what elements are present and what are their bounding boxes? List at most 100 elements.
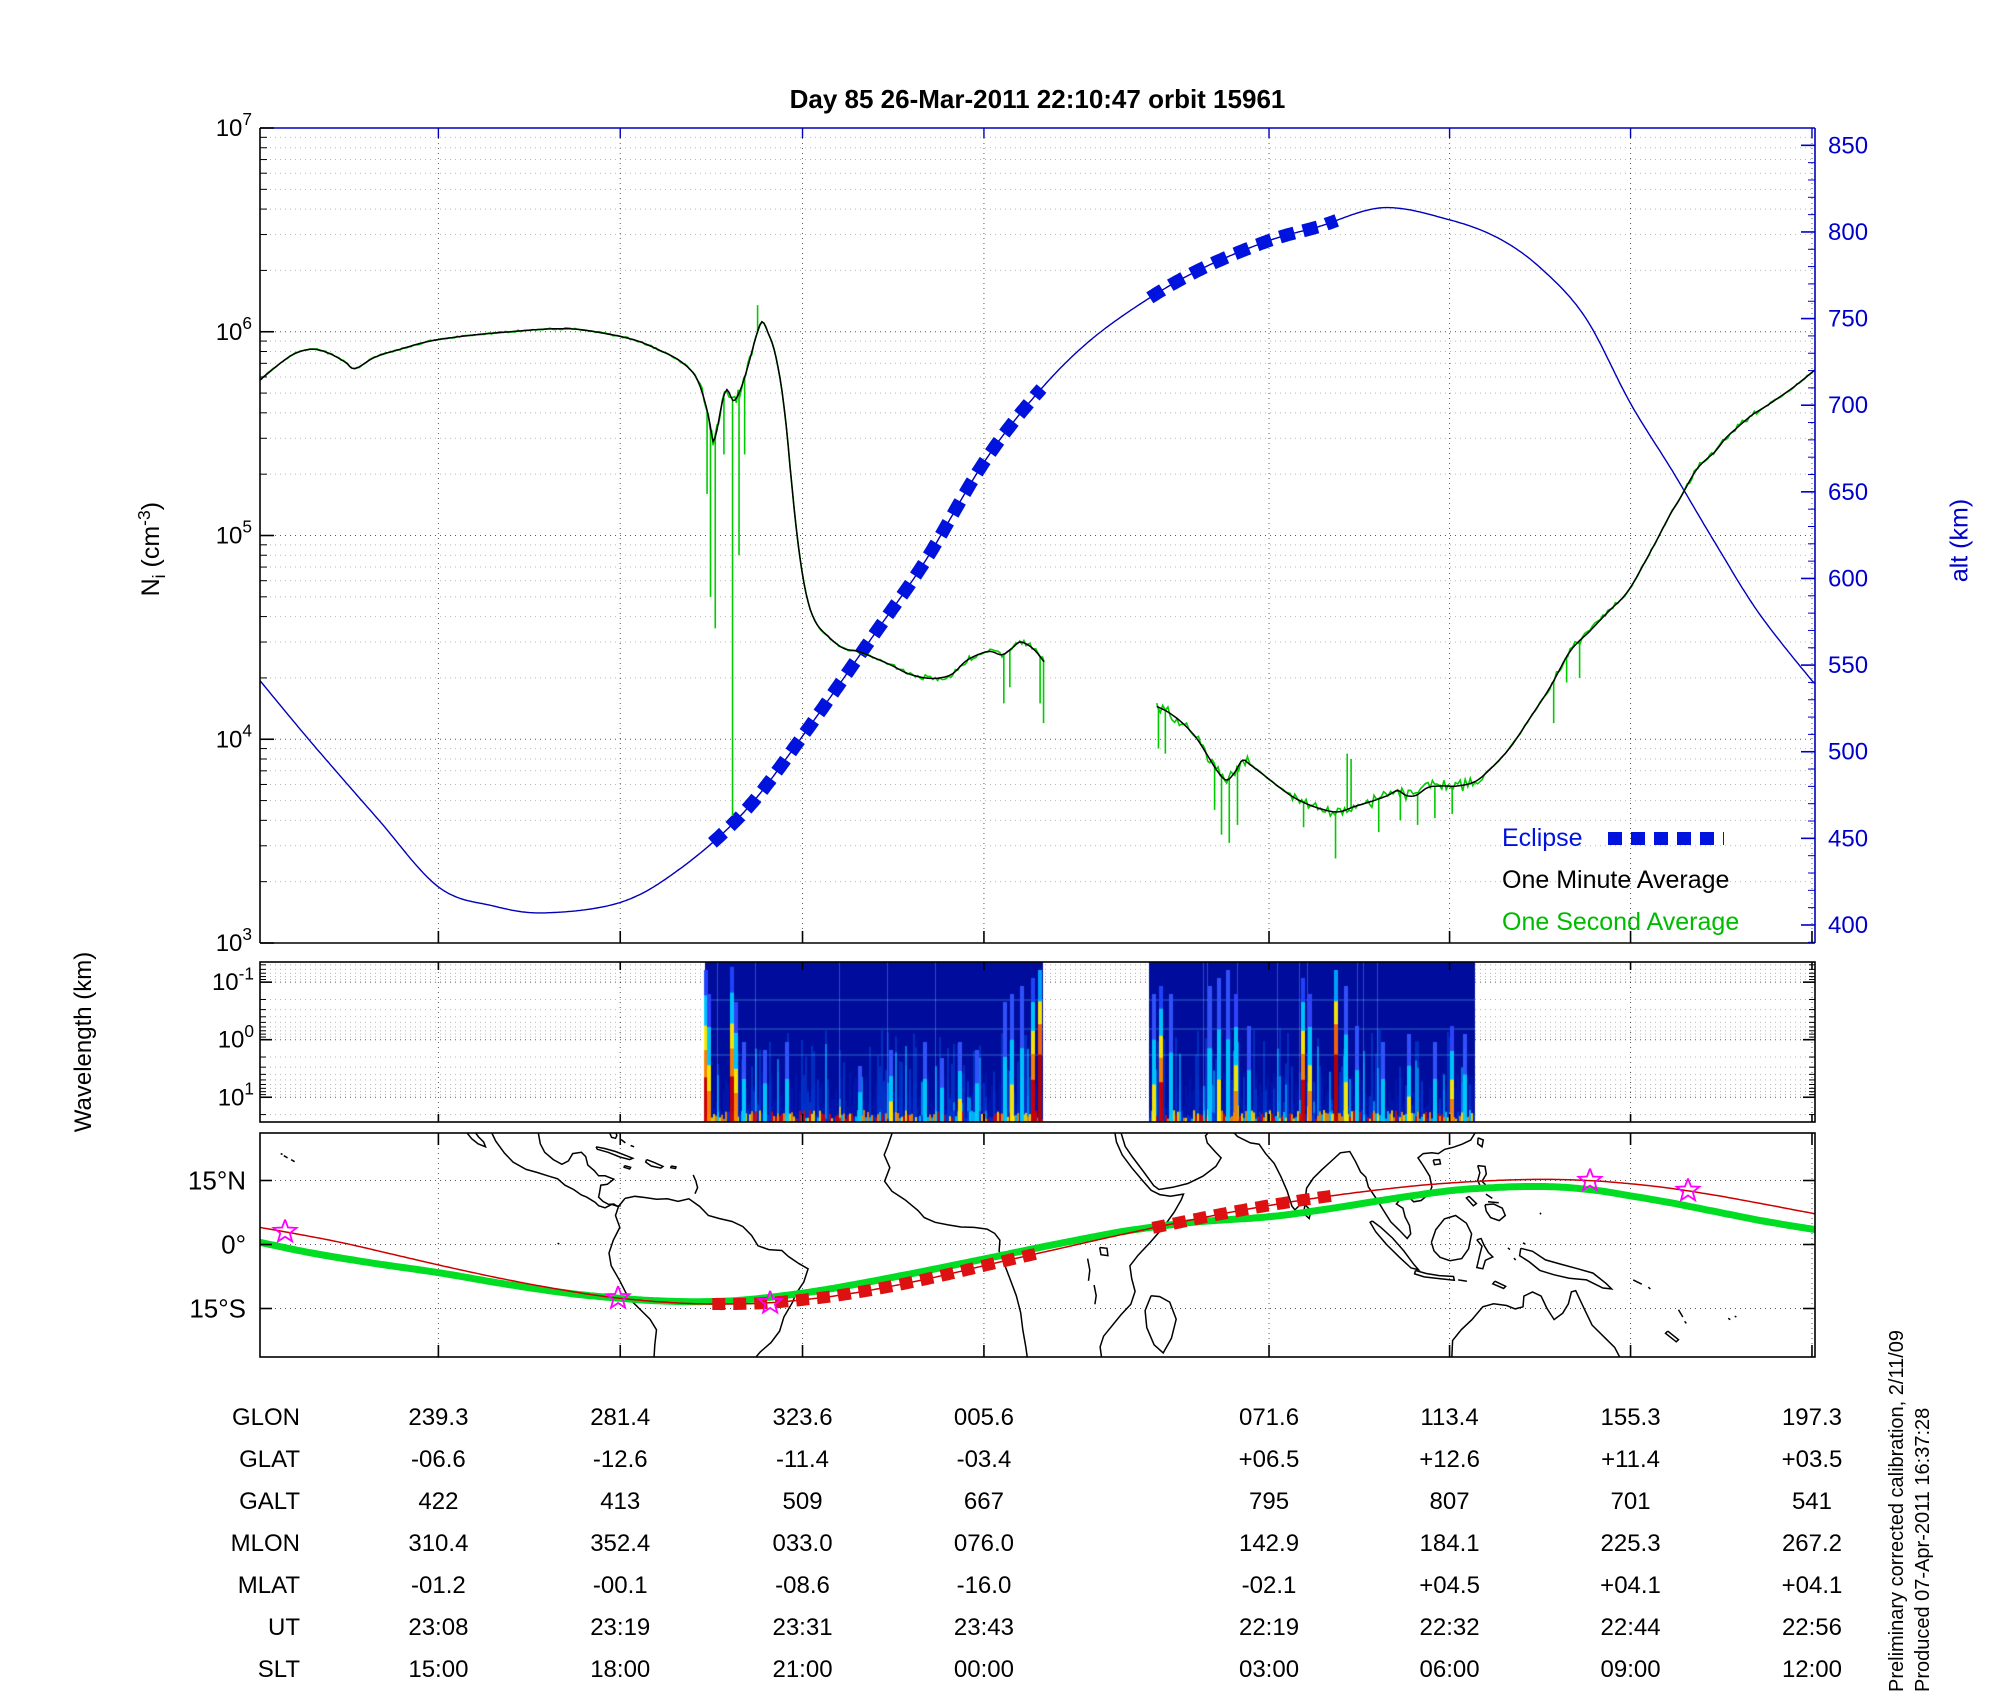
table-row-label-glat: GLAT	[239, 1446, 300, 1473]
legend-eclipse-label: Eclipse	[1502, 824, 1583, 852]
table-cell-ut-0: 23:08	[408, 1614, 469, 1641]
svg-text:101: 101	[218, 1078, 254, 1111]
table-cell-slt-5: 06:00	[1419, 1656, 1480, 1683]
svg-text:850: 850	[1828, 132, 1868, 159]
svg-text:103: 103	[216, 924, 252, 957]
table-cell-ut-2: 23:31	[772, 1614, 833, 1641]
table-cell-slt-3: 00:00	[953, 1656, 1014, 1683]
svg-text:450: 450	[1828, 825, 1868, 852]
table-cell-glat-0: -06.6	[411, 1446, 466, 1473]
svg-text:400: 400	[1828, 912, 1868, 939]
table-cell-galt-4: 795	[1248, 1488, 1290, 1515]
table-cell-slt-7: 12:00	[1781, 1656, 1842, 1683]
table-cell-slt-2: 21:00	[772, 1656, 833, 1683]
table-cell-mlon-7: 267.2	[1781, 1530, 1842, 1557]
table-row-label-slt: SLT	[257, 1656, 300, 1683]
table-row-label-mlon: MLON	[230, 1530, 300, 1557]
table-cell-mlat-3: -16.0	[956, 1572, 1012, 1599]
table-row-label-mlat: MLAT	[237, 1572, 300, 1599]
table-cell-ut-6: 22:44	[1600, 1614, 1661, 1641]
table-cell-ut-7: 22:56	[1781, 1614, 1842, 1641]
table-cell-glon-5: 113.4	[1420, 1404, 1479, 1431]
table-cell-mlon-0: 310.4	[408, 1530, 469, 1557]
svg-text:0°: 0°	[221, 1230, 246, 1260]
green-orbit-track	[260, 1183, 1815, 1306]
table-cell-mlat-4: -02.1	[1241, 1572, 1297, 1599]
density-altitude-plot	[260, 206, 1815, 914]
red-orbit-track	[260, 1178, 1815, 1305]
svg-text:10-1: 10-1	[212, 963, 254, 996]
table-cell-slt-1: 18:00	[590, 1656, 651, 1683]
table-cell-slt-4: 03:00	[1238, 1656, 1300, 1683]
table-cell-glon-7: 197.3	[1781, 1404, 1842, 1431]
table-cell-mlat-7: +04.1	[1781, 1572, 1843, 1599]
table-cell-galt-2: 509	[782, 1488, 823, 1515]
table-cell-galt-7: 541	[1791, 1488, 1832, 1515]
table-cell-glat-4: +06.5	[1238, 1446, 1300, 1473]
svg-text:600: 600	[1828, 565, 1868, 592]
svg-text:15°N: 15°N	[188, 1165, 246, 1195]
table-cell-glat-2: -11.4	[776, 1446, 829, 1473]
ground-track-map	[260, 1133, 1815, 1357]
table-cell-galt-1: 413	[600, 1488, 641, 1515]
spectrogram-frame	[259, 961, 1816, 1123]
table-cell-mlat-6: +04.1	[1600, 1572, 1661, 1599]
table-cell-glon-3: 005.6	[953, 1404, 1014, 1431]
page-title: Day 85 26-Mar-2011 22:10:47 orbit 15961	[789, 84, 1286, 114]
table-cell-ut-1: 23:19	[590, 1614, 651, 1641]
svg-text:800: 800	[1828, 219, 1868, 246]
table-cell-mlon-1: 352.4	[590, 1530, 651, 1557]
table-cell-slt-6: 09:00	[1600, 1656, 1661, 1683]
table-row-label-ut: UT	[268, 1614, 300, 1641]
svg-text:104: 104	[216, 720, 253, 753]
table-cell-galt-6: 701	[1610, 1488, 1651, 1515]
table-cell-ut-4: 22:19	[1238, 1614, 1300, 1641]
table-cell-mlat-5: +04.5	[1419, 1572, 1480, 1599]
table-row-label-galt: GALT	[239, 1488, 300, 1515]
table-cell-glon-2: 323.6	[772, 1404, 833, 1431]
svg-text:15°S: 15°S	[189, 1294, 246, 1324]
legend-one-second-label: One Second Average	[1502, 908, 1740, 936]
table-cell-glat-1: -12.6	[592, 1446, 648, 1473]
table-cell-mlat-1: -00.1	[592, 1572, 648, 1599]
table-cell-glon-1: 281.4	[590, 1404, 651, 1431]
table-cell-galt-3: 667	[963, 1488, 1004, 1515]
table-cell-mlon-3: 076.0	[953, 1530, 1014, 1557]
svg-text:107: 107	[216, 109, 252, 142]
wavelength-spectrogram	[260, 962, 1815, 1122]
svg-text:105: 105	[216, 517, 252, 550]
legend-one-minute-label: One Minute Average	[1502, 866, 1730, 894]
orbit-stars	[271, 1168, 1702, 1315]
legend-eclipse-dash-sample	[1608, 832, 1724, 845]
svg-text:700: 700	[1828, 392, 1868, 419]
svg-text:106: 106	[216, 313, 252, 346]
table-cell-glon-6: 155.3	[1600, 1404, 1661, 1431]
table-cell-mlon-2: 033.0	[772, 1530, 833, 1557]
table-cell-mlon-6: 225.3	[1600, 1530, 1661, 1557]
table-cell-ut-5: 22:32	[1419, 1614, 1480, 1641]
table-cell-mlon-4: 142.9	[1238, 1530, 1300, 1557]
svg-text:550: 550	[1828, 652, 1868, 679]
table-cell-glat-3: -03.4	[956, 1446, 1012, 1473]
svg-text:100: 100	[218, 1021, 254, 1054]
red-eclipse-dashes	[712, 1189, 1335, 1311]
svg-text:500: 500	[1828, 739, 1868, 766]
svg-text:650: 650	[1828, 479, 1868, 506]
table-cell-galt-5: 807	[1429, 1488, 1470, 1515]
table-cell-mlat-0: -01.2	[411, 1572, 466, 1599]
spectrogram-ticks: 10-1 100 101	[212, 962, 1815, 1122]
table-cell-mlon-5: 184.1	[1419, 1530, 1480, 1557]
table-row-label-glon: GLON	[231, 1404, 300, 1431]
table-cell-glat-6: +11.4	[1601, 1446, 1661, 1473]
table-cell-glon-4: 071.6	[1238, 1404, 1300, 1431]
table-cell-glat-5: +12.6	[1419, 1446, 1480, 1473]
svg-text:750: 750	[1828, 306, 1868, 333]
table-cell-glon-0: 239.3	[408, 1404, 469, 1431]
top-plot-ticks: 103 104 105 106 107 400 450 500 550 600 650 700 750 8…	[216, 109, 1868, 957]
table-cell-slt-0: 15:00	[408, 1656, 469, 1683]
table-cell-ut-3: 23:43	[953, 1614, 1014, 1641]
table-cell-galt-0: 422	[418, 1488, 459, 1515]
